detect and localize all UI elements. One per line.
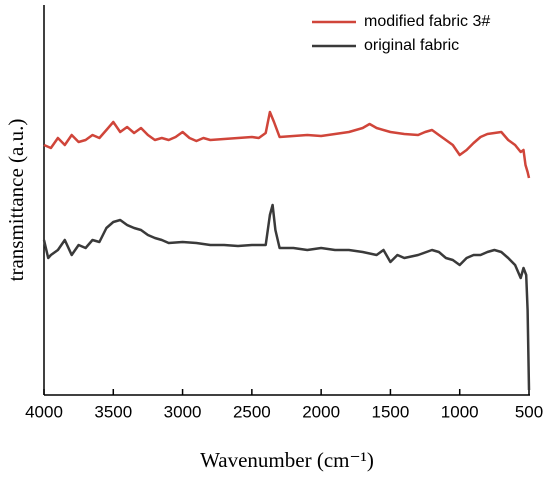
x-tick-label: 3500	[94, 402, 132, 421]
x-tick-label: 2500	[233, 402, 271, 421]
x-tick-label: 1500	[372, 402, 410, 421]
x-tick-label: 3000	[164, 402, 202, 421]
legend-label: original fabric	[364, 37, 459, 54]
x-tick-label: 4000	[25, 402, 63, 421]
y-axis-label: transmittance (a.u.)	[4, 119, 28, 282]
legend-label: modified fabric 3#	[364, 13, 490, 30]
x-tick-label: 1000	[441, 402, 479, 421]
data-line	[43, 110, 531, 179]
x-axis-label: Wavenumber (cm⁻¹)	[200, 448, 374, 472]
data-line	[42, 203, 531, 391]
x-tick-label: 500	[515, 402, 543, 421]
x-tick-label: 2000	[302, 402, 340, 421]
